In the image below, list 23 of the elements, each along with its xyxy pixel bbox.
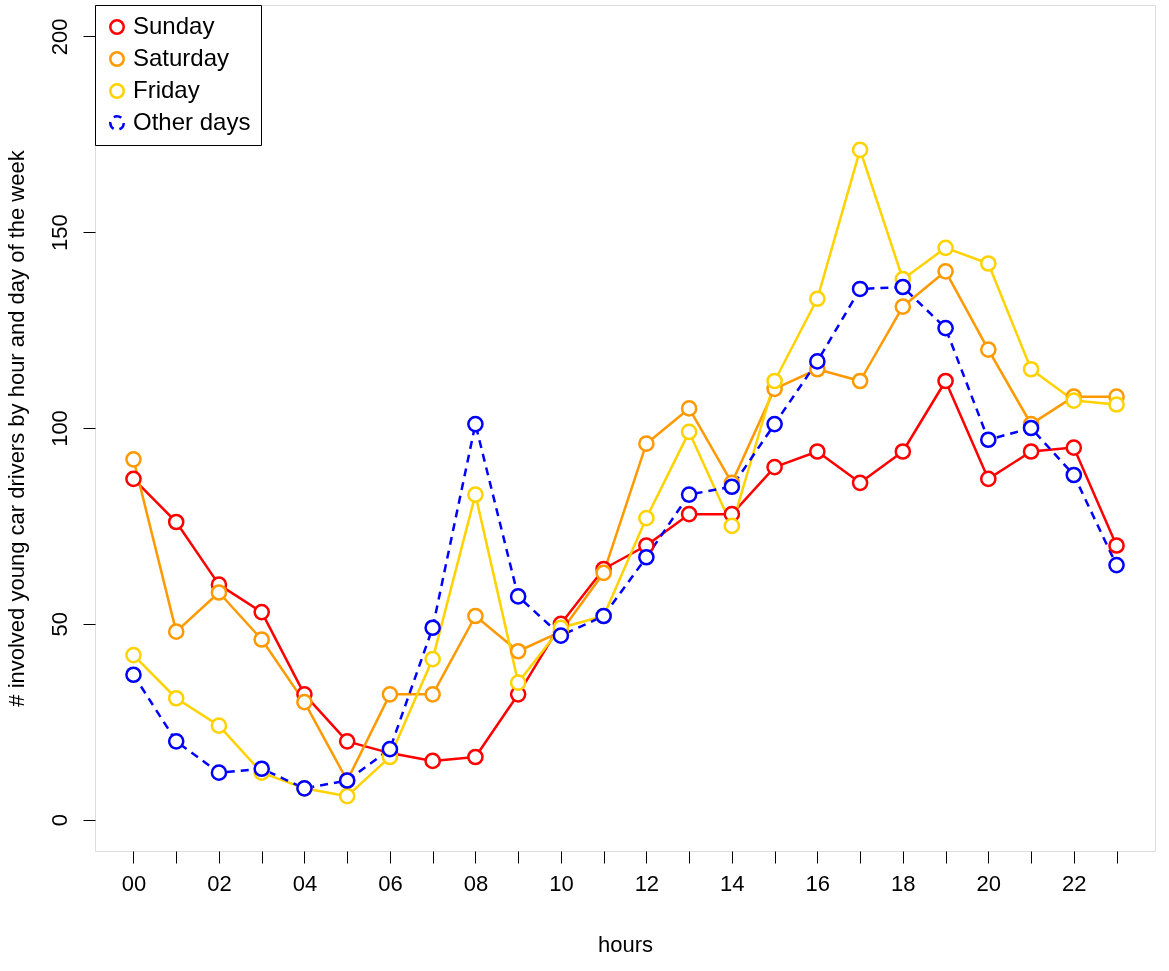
legend-label: Friday	[133, 76, 200, 103]
x-tick-label: 02	[207, 870, 232, 896]
x-tick-label: 14	[720, 870, 745, 896]
x-tick-label: 10	[549, 870, 574, 896]
x-axis-title: hours	[597, 931, 654, 957]
x-tick-label: 08	[463, 870, 489, 896]
x-tick-label: 12	[634, 870, 660, 896]
y-tick-label: 0	[46, 814, 72, 827]
y-tick-label: 200	[46, 18, 72, 56]
y-tick-label: 100	[46, 410, 72, 447]
x-tick-label: 04	[292, 870, 318, 896]
legend-label: Saturday	[133, 44, 230, 71]
x-tick-label: 22	[1062, 870, 1087, 896]
y-tick-label: 50	[46, 612, 72, 637]
x-tick-label: 16	[805, 870, 831, 896]
x-tick-label: 00	[121, 870, 147, 896]
x-tick-label: 20	[976, 870, 1002, 896]
y-tick-label: 150	[46, 214, 72, 252]
legend-label: Other days	[133, 108, 251, 135]
x-tick-label: 18	[891, 870, 916, 896]
legend-label: Sunday	[133, 12, 215, 39]
x-tick-label: 06	[378, 870, 403, 896]
y-axis-title: # involved young car drivers by hour and day of the week	[3, 149, 29, 707]
